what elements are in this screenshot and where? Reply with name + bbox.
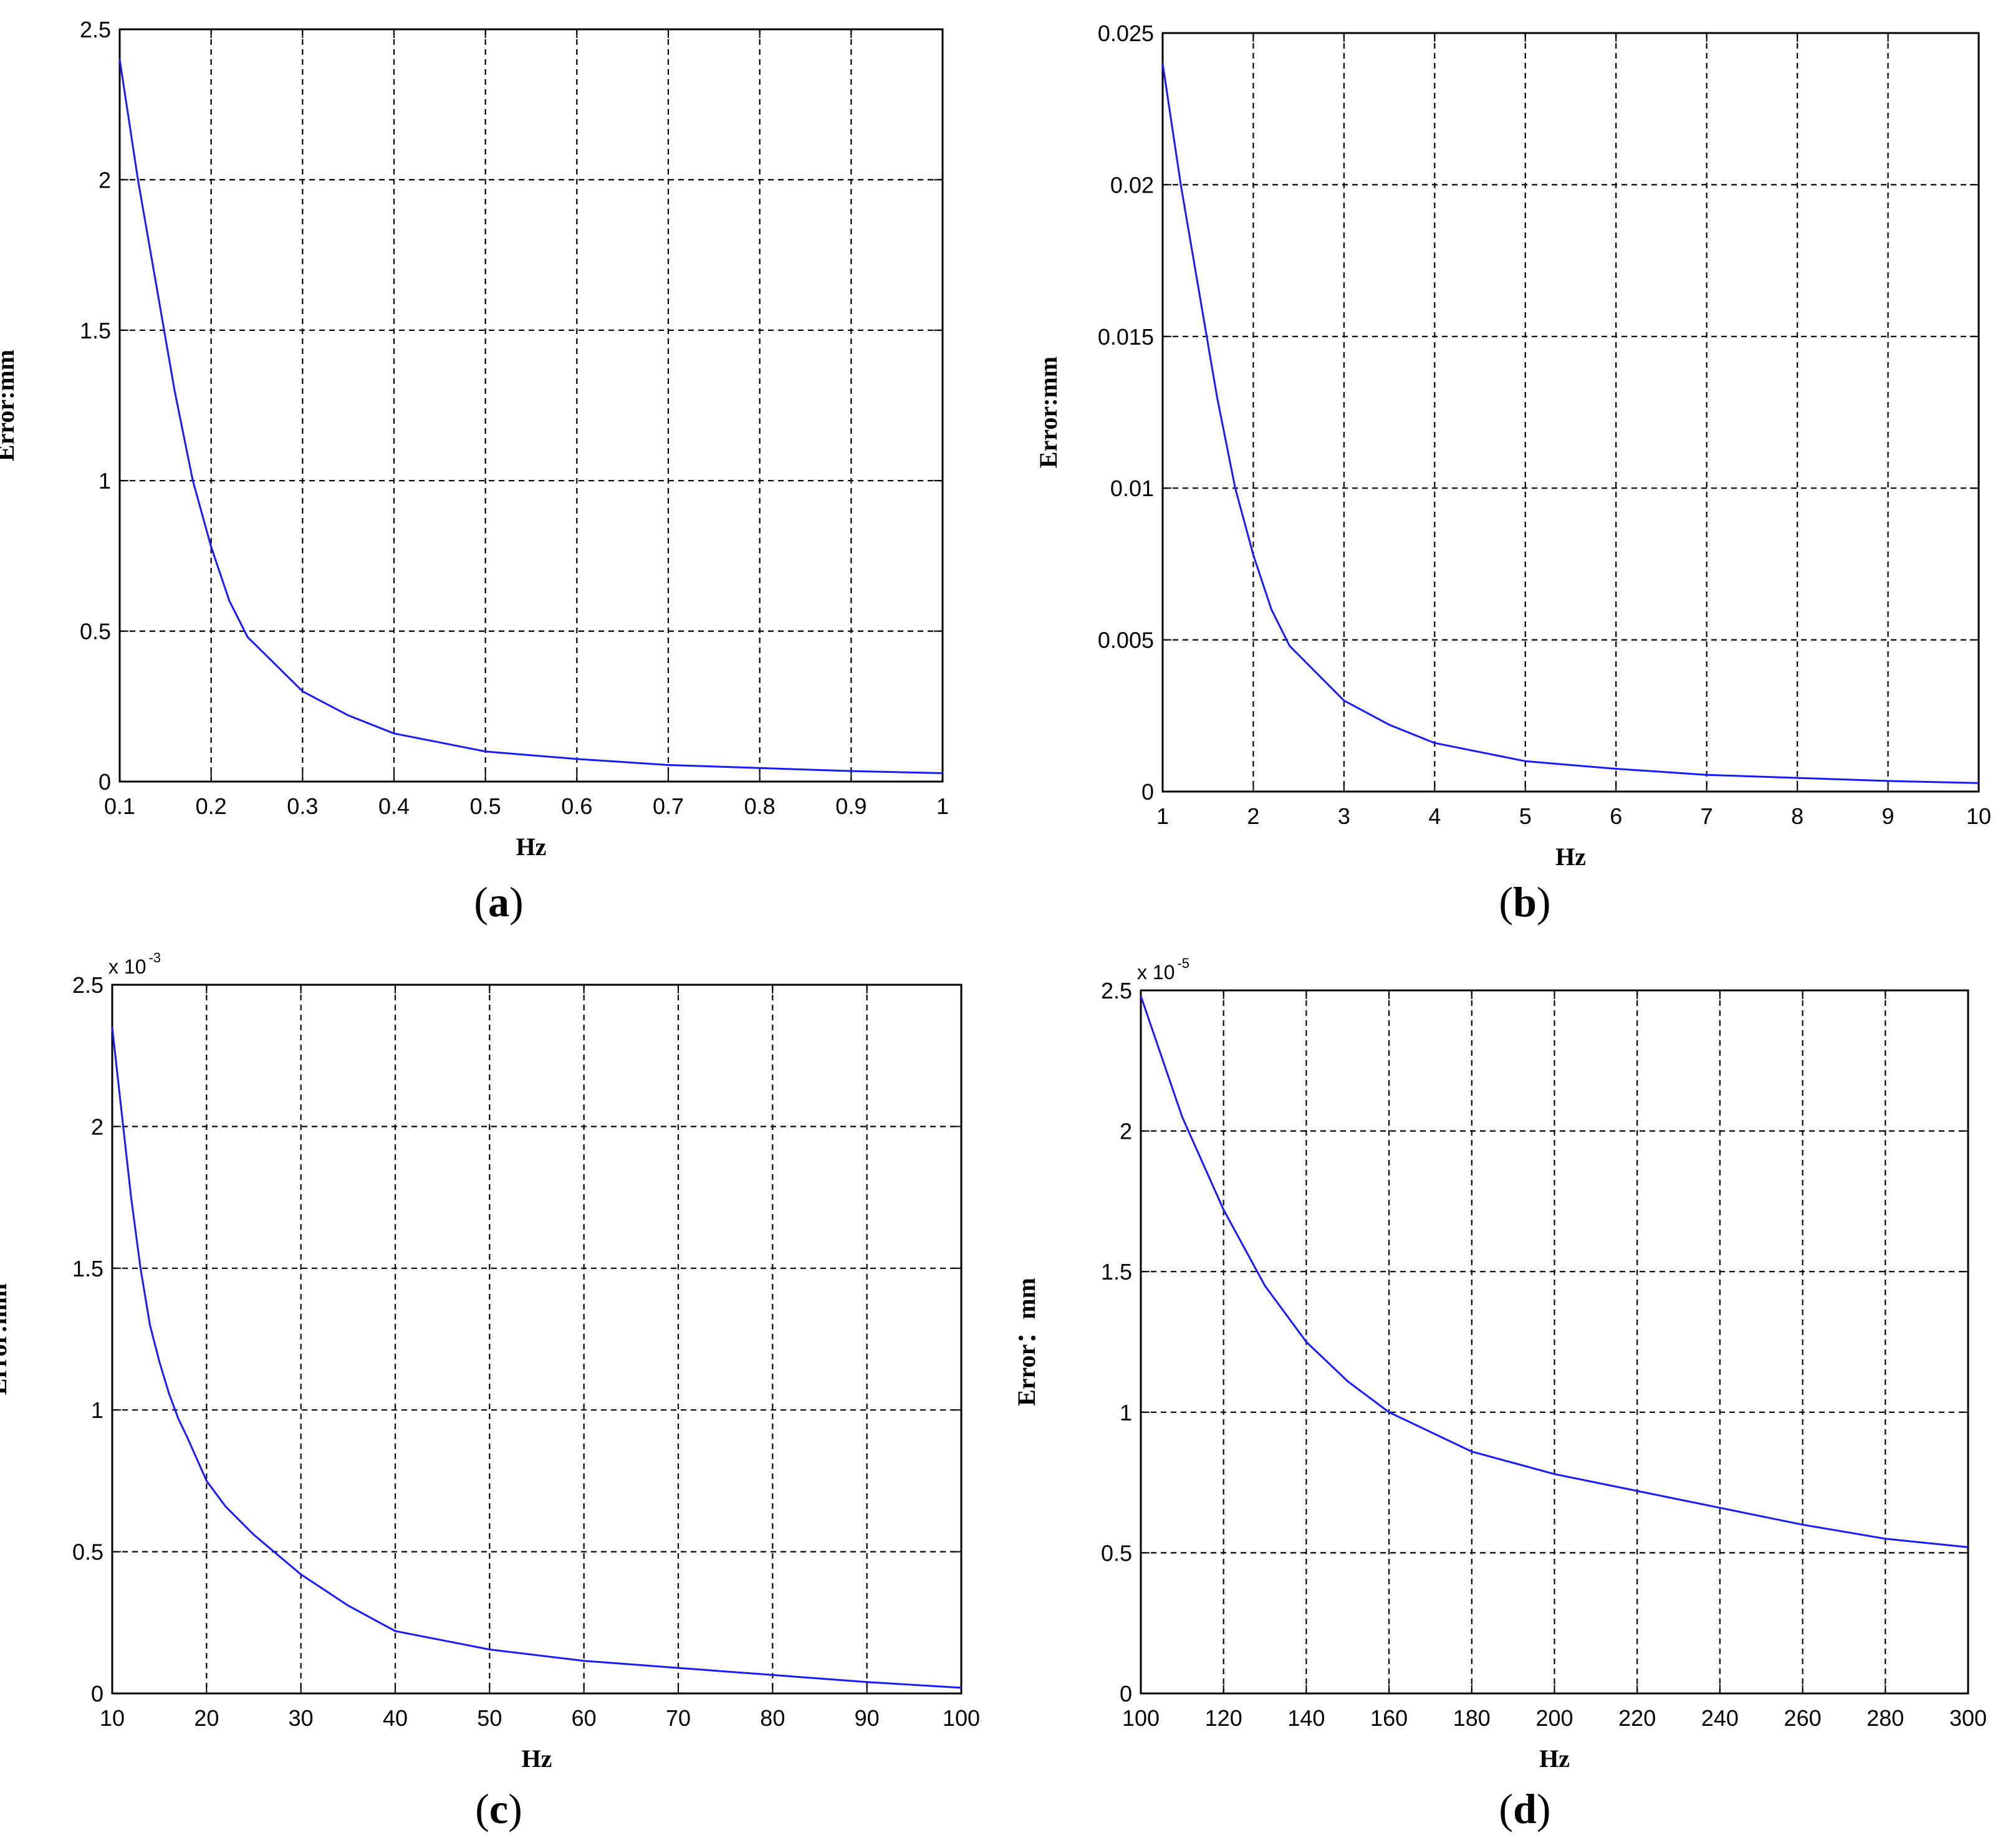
plot-frame <box>118 28 944 783</box>
x-tick-label: 0.8 <box>744 793 776 819</box>
y-tick-label: 0.02 <box>1110 172 1154 198</box>
x-tick-label: 7 <box>1701 803 1713 829</box>
y-tick-label: 0.5 <box>72 1539 103 1565</box>
x-tick-label: 40 <box>383 1705 408 1731</box>
x-tick-label: 30 <box>289 1705 314 1731</box>
chart-panel-c: 10 20 30 40 50 60 70 80 90 100 0 0.5 1 1.5 2 2.5x 10 -3 H… <box>0 950 980 1832</box>
x-tick-label: 0.3 <box>287 793 318 819</box>
x-tick-label: 10 <box>100 1705 125 1731</box>
x-axis-label: Hz <box>522 1745 552 1773</box>
x-tick-label: 180 <box>1453 1705 1491 1731</box>
y-axis-multiplier-exponent: -5 <box>1177 955 1189 971</box>
series-line-b <box>1161 63 1979 784</box>
y-tick-label: 2.5 <box>1101 978 1132 1003</box>
x-tick-label: 140 <box>1287 1705 1325 1731</box>
panel-label: (b) <box>1499 878 1550 926</box>
y-tick-label: 1.5 <box>72 1256 103 1281</box>
y-tick-label: 2 <box>1120 1119 1132 1144</box>
y-tick-label: 2 <box>98 167 111 193</box>
x-tick-label: 220 <box>1618 1705 1656 1731</box>
x-tick-label: 80 <box>760 1705 785 1731</box>
x-tick-label: 300 <box>1949 1705 1987 1731</box>
x-tick-label: 0.1 <box>104 793 135 819</box>
y-axis-multiplier: x 10 <box>108 955 146 978</box>
x-tick-label: 280 <box>1866 1705 1904 1731</box>
y-tick-label: 1.5 <box>80 318 111 343</box>
x-tick-label: 8 <box>1791 803 1804 829</box>
series-line-c <box>111 1027 962 1689</box>
y-tick-label: 0.5 <box>1101 1540 1132 1566</box>
x-tick-label: 70 <box>666 1705 691 1731</box>
x-tick-label: 260 <box>1784 1705 1822 1731</box>
x-tick-label: 6 <box>1610 803 1622 829</box>
x-tick-label: 50 <box>477 1705 502 1731</box>
plot-frame <box>1161 32 1980 793</box>
y-axis-label: Error：mm <box>1012 1278 1040 1406</box>
y-tick-label: 0.025 <box>1098 21 1154 46</box>
y-tick-label: 1.5 <box>1101 1259 1132 1285</box>
y-tick-label: 1 <box>98 468 111 494</box>
y-tick-label: 2.5 <box>72 972 103 998</box>
y-tick-label: 2.5 <box>80 17 111 42</box>
series-line-d <box>1140 995 1969 1548</box>
y-axis-multiplier-exponent: -3 <box>148 950 161 965</box>
series-line-a <box>118 59 943 774</box>
x-tick-label: 0.4 <box>378 793 410 819</box>
y-tick-label: 2 <box>91 1114 103 1139</box>
x-tick-label: 0.9 <box>835 793 867 819</box>
y-tick-label: 0.005 <box>1098 628 1154 653</box>
x-tick-label: 9 <box>1882 803 1895 829</box>
x-tick-label: 2 <box>1247 803 1259 829</box>
x-axis-label: Hz <box>516 833 547 861</box>
y-tick-label: 0 <box>1120 1681 1132 1707</box>
chart-panel-d: 100 120 140 160 180 200 220 240 260 280 300 0 0.5 1 1.… <box>1012 955 1987 1832</box>
x-tick-label: 1 <box>936 793 949 819</box>
x-axis-label: Hz <box>1555 843 1586 871</box>
x-tick-label: 240 <box>1701 1705 1739 1731</box>
y-tick-label: 0.01 <box>1110 476 1154 501</box>
x-tick-label: 0.5 <box>470 793 501 819</box>
x-axis-label: Hz <box>1539 1745 1570 1773</box>
y-tick-label: 1 <box>91 1397 103 1423</box>
x-tick-label: 160 <box>1370 1705 1408 1731</box>
chart-panel-b: 1 2 3 4 5 6 7 8 9 10 0 0.005 0.01 0.015 0.02 0.025 Hz Err… <box>1034 21 1991 926</box>
y-tick-label: 0.015 <box>1098 324 1154 350</box>
y-axis-multiplier: x 10 <box>1137 961 1174 984</box>
x-tick-label: 0.7 <box>653 793 684 819</box>
x-tick-label: 1 <box>1156 803 1169 829</box>
x-tick-label: 90 <box>855 1705 880 1731</box>
panel-label: (d) <box>1499 1785 1550 1832</box>
x-tick-label: 5 <box>1519 803 1532 829</box>
panel-label: (c) <box>475 1785 522 1832</box>
x-tick-label: 4 <box>1428 803 1441 829</box>
x-tick-label: 20 <box>194 1705 219 1731</box>
x-tick-label: 10 <box>1966 803 1991 829</box>
y-axis-label: Error:mm <box>1034 357 1062 468</box>
y-axis-label: Error:mm <box>0 1283 12 1395</box>
x-tick-label: 0.6 <box>561 793 592 819</box>
x-tick-label: 3 <box>1338 803 1350 829</box>
y-tick-label: 0 <box>98 769 111 795</box>
x-tick-label: 100 <box>943 1705 980 1731</box>
panel-label: (a) <box>474 878 523 926</box>
x-tick-label: 120 <box>1205 1705 1242 1731</box>
y-tick-label: 1 <box>1120 1400 1132 1425</box>
x-tick-label: 60 <box>572 1705 597 1731</box>
x-tick-label: 200 <box>1535 1705 1573 1731</box>
y-axis-label: Error:mm <box>0 350 19 461</box>
y-tick-label: 0 <box>1141 779 1154 805</box>
x-tick-label: 0.2 <box>196 793 227 819</box>
plot-frame <box>111 984 963 1695</box>
chart-panel-a: 0.1 0.2 0.3 0.4 0.5 0.6 0.7 0.8 0.9 1 0 0.5 1 1.5 2 2.5… <box>0 17 949 926</box>
y-tick-label: 0.5 <box>80 619 111 644</box>
x-tick-label: 100 <box>1122 1705 1160 1731</box>
y-tick-label: 0 <box>91 1681 103 1707</box>
